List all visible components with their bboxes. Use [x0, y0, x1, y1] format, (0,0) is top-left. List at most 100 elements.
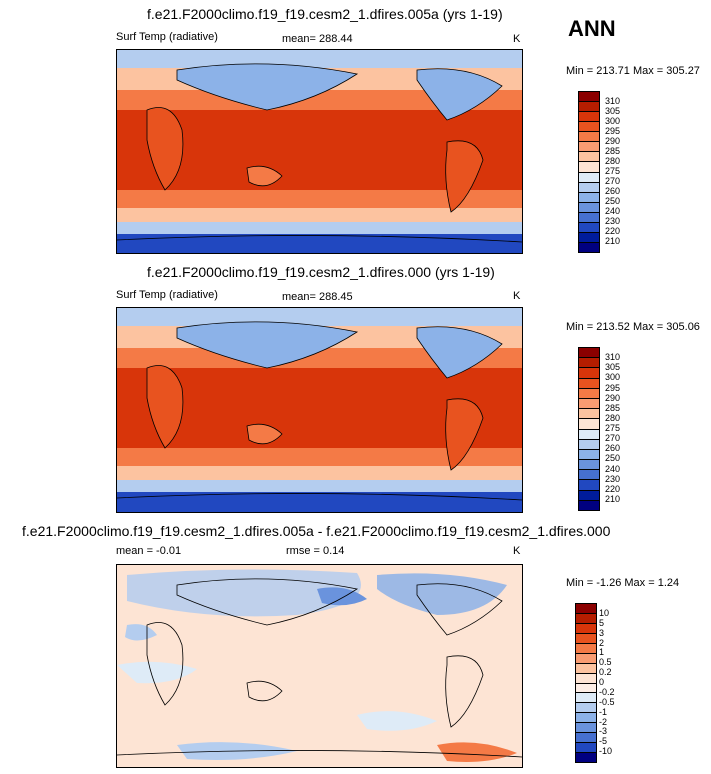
colorbar-tick-label: 280 — [605, 156, 621, 166]
colorbar-swatch — [579, 112, 599, 123]
colorbar-tick-label: 270 — [605, 176, 621, 186]
colorbar-swatch — [576, 673, 596, 684]
panel-1-title: f.e21.F2000climo.f19_f19.cesm2_1.dfires.… — [147, 6, 503, 22]
panel-2-map — [116, 307, 523, 513]
colorbar-tick-label: 310 — [605, 96, 621, 106]
colorbar-swatch — [579, 192, 599, 203]
colorbar-tick-label: -2 — [599, 716, 608, 727]
colorbar-swatch — [579, 398, 599, 410]
colorbar-swatch — [579, 358, 599, 369]
colorbar-swatch — [579, 348, 599, 359]
colorbar-swatch — [576, 604, 596, 614]
panel-2-colorbar — [578, 347, 600, 511]
colorbar-swatch — [576, 723, 596, 734]
colorbar-swatch — [579, 142, 599, 153]
colorbar-tick-label: 285 — [605, 402, 621, 413]
colorbar-tick-label: 275 — [605, 423, 621, 433]
colorbar-swatch — [579, 368, 599, 379]
panel-1-minmax: Min = 213.71 Max = 305.27 — [566, 65, 700, 77]
colorbar-swatch — [579, 470, 599, 481]
colorbar-swatch — [579, 429, 599, 440]
colorbar-swatch — [579, 202, 599, 213]
colorbar-swatch — [576, 703, 596, 714]
panel-3-colorbar — [575, 603, 597, 763]
colorbar-tick-label: 300 — [605, 372, 621, 383]
colorbar-tick-label: -3 — [599, 726, 608, 737]
colorbar-tick-label: 260 — [605, 186, 621, 196]
colorbar-swatch — [579, 172, 599, 183]
colorbar-tick-label: 250 — [605, 196, 621, 206]
colorbar-swatch — [576, 613, 596, 624]
colorbar-tick-label: 285 — [605, 146, 621, 156]
colorbar-swatch — [579, 132, 599, 143]
colorbar-tick-label: 290 — [605, 392, 621, 403]
colorbar-tick-label: -0.5 — [599, 696, 615, 707]
colorbar-tick-label: -5 — [599, 736, 608, 747]
panel-2-mean-label: mean= 288.45 — [282, 291, 353, 303]
colorbar-swatch — [579, 182, 599, 193]
colorbar-tick-label: 210 — [605, 493, 621, 504]
colorbar-tick-label: 2 — [599, 637, 605, 648]
panel-3-title: f.e21.F2000climo.f19_f19.cesm2_1.dfires.… — [22, 523, 611, 539]
colorbar-tick-label: -10 — [599, 746, 613, 757]
colorbar-swatch — [576, 693, 596, 704]
colorbar-tick-label: 230 — [605, 216, 621, 226]
colorbar-swatch — [579, 102, 599, 113]
colorbar-tick-label: 1 — [599, 647, 605, 658]
colorbar-tick-label: 0.2 — [599, 667, 612, 678]
colorbar-swatch — [579, 388, 599, 399]
colorbar-tick-label: 10 — [599, 607, 610, 618]
panel-2-map-field — [117, 308, 522, 512]
colorbar-swatch — [579, 152, 599, 163]
colorbar-tick-label: 295 — [605, 126, 621, 136]
colorbar-tick-label: 270 — [605, 433, 621, 444]
colorbar-swatch — [579, 419, 599, 430]
colorbar-swatch — [576, 633, 596, 644]
panel-1-units: K — [513, 33, 521, 45]
colorbar-swatch — [579, 480, 599, 491]
panel-3-rmse-label: rmse = 0.14 — [286, 545, 345, 557]
panel-3-minmax: Min = -1.26 Max = 1.24 — [566, 577, 680, 589]
colorbar-tick-label: 0.5 — [599, 657, 612, 668]
colorbar-tick-label: 295 — [605, 382, 621, 393]
panel-1-colorbar — [578, 91, 600, 253]
panel-3-map-field — [117, 565, 522, 767]
colorbar-tick-label: 310 — [605, 352, 621, 363]
colorbar-tick-label: 220 — [605, 483, 621, 494]
colorbar-swatch — [579, 409, 599, 420]
colorbar-swatch — [579, 490, 599, 501]
colorbar-tick-label: 300 — [605, 116, 621, 126]
colorbar-tick-label: 280 — [605, 412, 621, 423]
colorbar-swatch — [579, 92, 599, 103]
panel-3-mean-label: mean = -0.01 — [116, 545, 182, 557]
panel-2-title: f.e21.F2000climo.f19_f19.cesm2_1.dfires.… — [147, 264, 495, 280]
colorbar-swatch — [579, 242, 599, 252]
colorbar-tick-label: 240 — [605, 463, 621, 474]
colorbar-swatch — [576, 733, 596, 744]
panel-1-mean-label: mean= 288.44 — [282, 33, 353, 45]
colorbar-swatch — [579, 222, 599, 233]
colorbar-tick-label: 250 — [605, 453, 621, 464]
colorbar-tick-label: 260 — [605, 443, 621, 454]
colorbar-tick-label: -1 — [599, 706, 608, 717]
panel-3-units: K — [513, 545, 521, 557]
colorbar-swatch — [576, 623, 596, 634]
colorbar-swatch — [576, 663, 596, 674]
colorbar-swatch — [576, 643, 596, 654]
colorbar-swatch — [576, 683, 596, 694]
colorbar-tick-label: 220 — [605, 226, 621, 236]
colorbar-swatch — [579, 122, 599, 133]
colorbar-tick-label: -0.2 — [599, 686, 615, 697]
colorbar-tick-label: 305 — [605, 362, 621, 373]
colorbar-tick-label: 0 — [599, 677, 605, 687]
colorbar-tick-label: 3 — [599, 627, 605, 638]
colorbar-swatch — [576, 653, 596, 664]
panel-1-variable-label: Surf Temp (radiative) — [116, 31, 218, 43]
colorbar-swatch — [576, 713, 596, 724]
colorbar-swatch — [579, 500, 599, 510]
colorbar-tick-label: 290 — [605, 136, 621, 146]
panel-2-minmax: Min = 213.52 Max = 305.06 — [566, 321, 700, 333]
colorbar-swatch — [579, 378, 599, 389]
panel-1-map — [116, 49, 523, 254]
colorbar-swatch — [579, 212, 599, 223]
